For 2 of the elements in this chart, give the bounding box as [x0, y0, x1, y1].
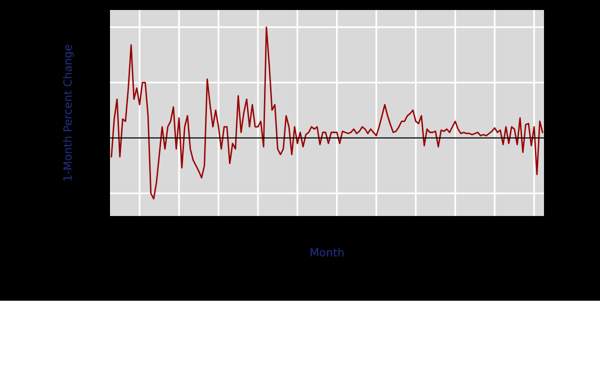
x-axis-title: Month: [310, 248, 344, 257]
y-axis-title: 1-Month Percent Change: [63, 44, 74, 180]
